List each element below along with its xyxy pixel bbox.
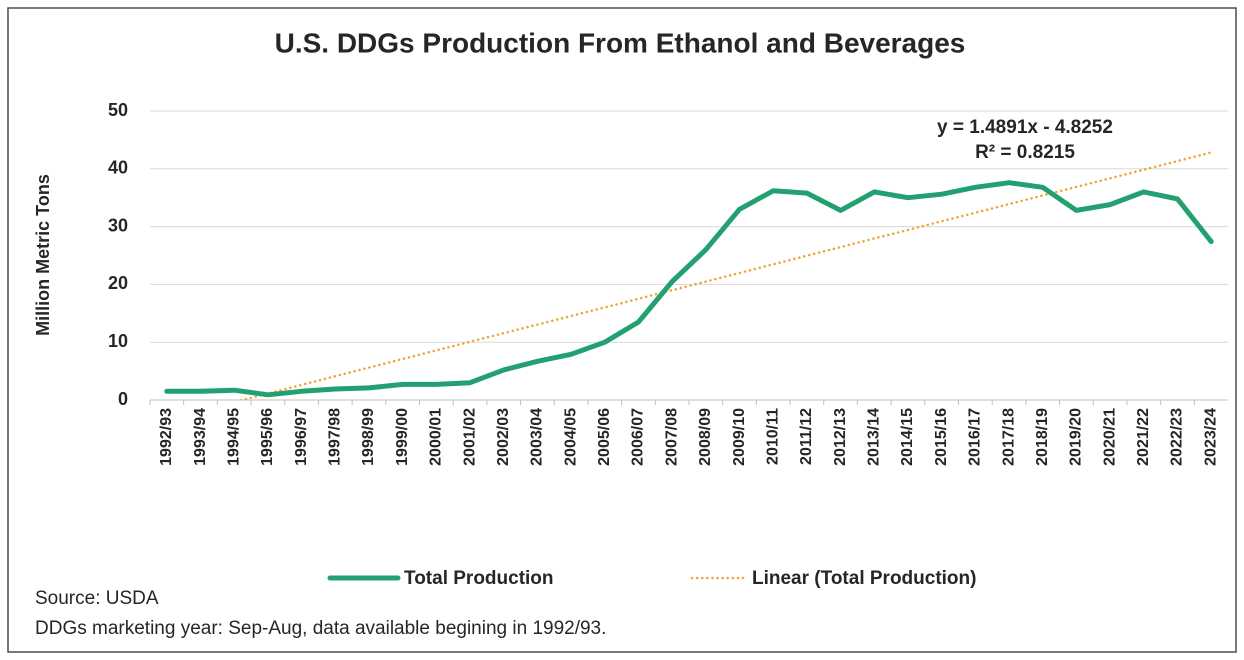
x-tick-label: 2022/23 [1169, 408, 1186, 466]
x-tick-label: 2015/16 [933, 408, 950, 466]
x-tick-label: 1993/94 [192, 408, 209, 466]
x-tick-label: 1999/00 [394, 408, 411, 466]
legend-label: Linear (Total Production) [752, 568, 976, 589]
x-tick-label: 2000/01 [428, 408, 445, 466]
x-tick-label: 2011/12 [798, 408, 815, 465]
x-tick-label: 1995/96 [259, 408, 276, 466]
x-tick-label: 2012/13 [832, 408, 849, 466]
x-tick-label: 2007/08 [663, 408, 680, 466]
x-tick-label: 1992/93 [158, 408, 175, 466]
x-tick-label: 2009/10 [731, 408, 748, 466]
y-tick-label: 30 [108, 215, 128, 235]
footnote: DDGs marketing year: Sep-Aug, data avail… [35, 618, 606, 639]
y-tick-label: 20 [108, 273, 128, 293]
series-line [164, 180, 1214, 398]
x-tick-label: 2019/20 [1068, 408, 1085, 466]
x-tick-label: 2023/24 [1202, 408, 1219, 466]
x-tick-label: 1997/98 [327, 408, 344, 466]
trend-equation: y = 1.4891x - 4.8252 [937, 117, 1113, 138]
x-tick-label: 2014/15 [899, 408, 916, 466]
y-axis-label: Million Metric Tons [33, 174, 53, 336]
x-tick-label: 2002/03 [495, 408, 512, 466]
x-tick-label: 1996/97 [293, 408, 310, 466]
x-tick-label: 2020/21 [1101, 408, 1118, 466]
y-tick-label: 40 [108, 158, 128, 178]
x-tick-label: 2010/11 [764, 408, 781, 465]
x-tick-label: 1994/95 [225, 408, 242, 466]
legend-label: Total Production [404, 568, 554, 589]
chart-title: U.S. DDGs Production From Ethanol and Be… [275, 27, 966, 58]
x-tick-label: 2008/09 [697, 408, 714, 466]
x-tick-label: 2018/19 [1034, 408, 1051, 466]
x-tick-label: 2003/04 [529, 408, 546, 466]
source: Source: USDA [35, 588, 159, 609]
x-tick-label: 2017/18 [1000, 408, 1017, 466]
trend-r2: R² = 0.8215 [975, 142, 1075, 163]
trend-line [237, 151, 1213, 400]
x-tick-label: 2016/17 [967, 408, 984, 466]
x-tick-label: 2005/06 [596, 408, 613, 466]
x-tick-label: 2001/02 [461, 408, 478, 466]
y-tick-label: 0 [118, 389, 128, 409]
x-tick-label: 2006/07 [630, 408, 647, 466]
y-tick-label: 50 [108, 100, 128, 120]
x-tick-label: 2013/14 [866, 408, 883, 466]
x-tick-label: 2004/05 [562, 408, 579, 466]
x-tick-label: 1998/99 [360, 408, 377, 466]
x-tick-label: 2021/22 [1135, 408, 1152, 466]
y-tick-label: 10 [108, 331, 128, 351]
